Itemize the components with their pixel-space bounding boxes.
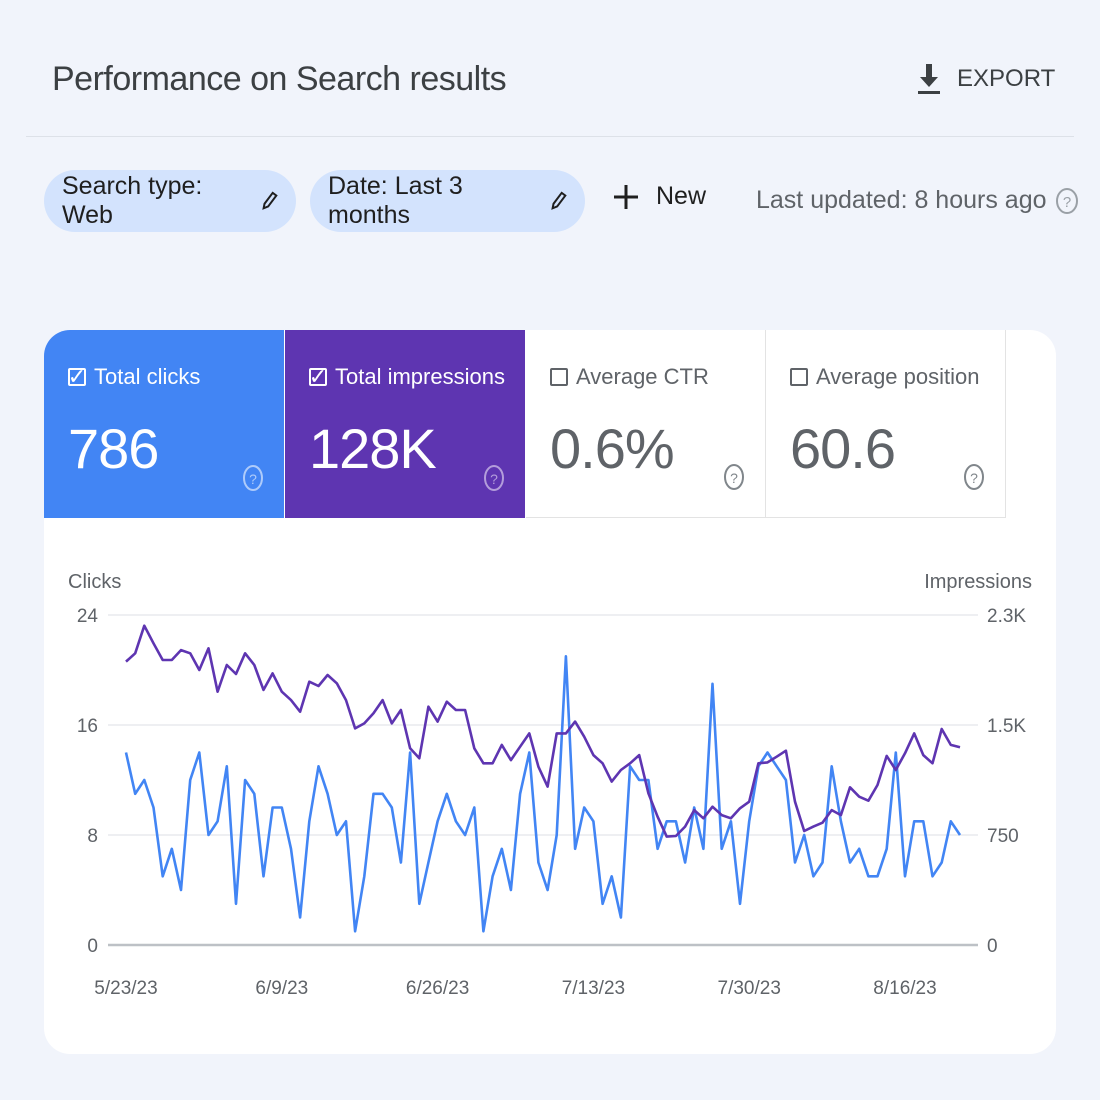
x-tick-label: 7/13/23 [562,978,625,999]
metric-label: Average position [816,364,980,389]
metric-total-clicks[interactable]: ✓ Total clicks 786 ? [44,330,284,518]
date-label: Date: Last 3 months [328,172,463,229]
checkbox-icon[interactable]: ✓ [308,364,328,389]
metric-value: 128K [309,417,437,480]
performance-card: ✓ Total clicks 786 ? ✓ Total impressions 1… [44,330,1056,1054]
export-button[interactable]: EXPORT [915,62,1055,96]
right-tick-label: 1.5K [987,716,1026,737]
left-tick-label: 24 [77,606,99,627]
svg-text:?: ? [730,470,738,486]
last-updated: Last updated: 8 hours ago ? [756,186,1079,215]
checkbox-icon[interactable] [550,368,568,386]
svg-text:?: ? [490,471,498,487]
right-tick-label: 2.3K [987,606,1026,627]
last-updated-text: Last updated: 8 hours ago [756,186,1047,214]
svg-text:?: ? [249,471,257,487]
right-tick-label: 750 [987,826,1019,847]
help-circle-icon[interactable]: ? [242,464,264,492]
help-circle-icon[interactable]: ? [963,463,985,491]
series-line-clicks [124,654,962,933]
metric-label: Average CTR [576,364,709,389]
x-tick-label: 6/9/23 [255,978,308,999]
date-filter-chip[interactable]: Date: Last 3 months [310,170,585,232]
metric-label: Total impressions [335,364,505,389]
metric-average-ctr[interactable]: Average CTR 0.6% ? [526,330,766,518]
checkbox-icon[interactable] [790,368,808,386]
left-axis-label: Clicks [68,571,121,593]
plus-icon [614,184,638,209]
help-circle-icon[interactable]: ? [723,463,745,491]
x-tick-label: 8/16/23 [873,978,936,999]
metric-value: 786 [68,417,159,480]
x-tick-label: 6/26/23 [406,978,469,999]
checkbox-icon[interactable]: ✓ [67,364,87,389]
page-title: Performance on Search results [52,60,507,98]
left-tick-label: 8 [87,826,98,847]
metric-average-position[interactable]: Average position 60.6 ? [766,330,1006,518]
svg-text:?: ? [970,470,978,486]
download-icon [918,64,940,94]
left-tick-label: 0 [87,936,98,957]
help-circle-icon[interactable]: ? [1055,187,1079,215]
search-type-label: Search type: Web [62,172,203,229]
metric-value: 0.6% [550,417,675,480]
new-label: New [656,182,707,210]
export-label: EXPORT [957,65,1056,92]
search-type-filter-chip[interactable]: Search type: Web [44,170,296,232]
help-circle-icon[interactable]: ? [483,464,505,492]
left-tick-label: 16 [77,716,98,737]
x-tick-label: 7/30/23 [718,978,781,999]
metric-label: Total clicks [94,364,201,389]
pencil-icon [551,191,567,210]
right-tick-label: 0 [987,936,998,957]
svg-text:?: ? [1062,194,1070,211]
header-divider [26,136,1074,137]
metric-value: 60.6 [790,417,896,480]
pencil-icon [262,191,278,210]
right-axis-label: Impressions [924,571,1032,593]
series-line-impressions [125,624,961,838]
x-tick-label: 5/23/23 [94,978,157,999]
metric-total-impressions[interactable]: ✓ Total impressions 128K ? [285,330,525,518]
new-filter-button[interactable]: New [612,182,706,211]
